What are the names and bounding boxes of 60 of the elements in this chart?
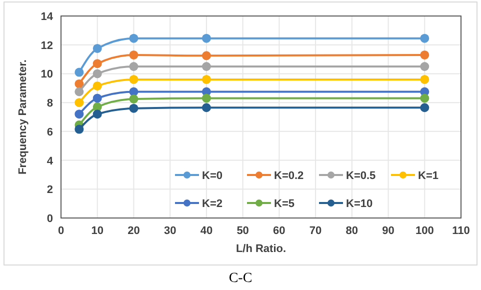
point (129, 50, 138, 60)
point (420, 50, 430, 60)
point (129, 62, 138, 71)
point (420, 34, 430, 43)
x-tick-label: 10 (91, 225, 104, 237)
y-tick-label: 0 (46, 213, 53, 225)
point (202, 62, 211, 71)
point (202, 34, 211, 43)
y-tick-label: 12 (40, 40, 53, 52)
y-tick-label: 8 (46, 98, 53, 110)
legend-label: K=2 (202, 198, 222, 210)
x-tick-label: 90 (382, 225, 394, 237)
point (74, 79, 84, 88)
x-tick-label: 70 (309, 225, 322, 237)
point (129, 34, 138, 43)
text: C-C (228, 271, 252, 286)
point (202, 103, 211, 112)
legend-label: K=0.2 (274, 170, 304, 182)
legend-label: K=5 (274, 198, 294, 210)
x-axis-title: L/h Ratio. (236, 243, 286, 255)
x-tick-label: 100 (415, 225, 434, 237)
point (202, 74, 211, 84)
point (202, 94, 211, 103)
y-tick-label: 6 (46, 126, 53, 138)
point (420, 62, 430, 71)
legend-label: K=1 (418, 170, 438, 182)
y-tick-label: 14 (40, 11, 54, 23)
point (129, 104, 138, 113)
y-tick-label: 10 (40, 68, 53, 81)
legend-label: K=0 (202, 170, 222, 182)
y-tick-label: 2 (46, 184, 53, 196)
point (92, 59, 102, 68)
point (92, 69, 102, 78)
x-tick-label: 20 (128, 225, 140, 237)
point (202, 51, 211, 60)
point (74, 68, 84, 77)
x-tick-label: 80 (346, 225, 358, 237)
point (92, 94, 102, 103)
point (92, 44, 102, 53)
y-axis-title: Frequency Parameter. (17, 60, 29, 174)
x-tick-label: 0 (58, 225, 64, 237)
point (92, 81, 102, 90)
point (129, 74, 138, 84)
point (129, 94, 138, 104)
point (420, 94, 430, 103)
x-tick-label: 50 (236, 225, 249, 237)
point (74, 87, 84, 96)
point (92, 110, 102, 119)
point (420, 103, 430, 112)
point (74, 124, 84, 134)
x-tick-label: 30 (164, 225, 176, 237)
legend-label: K=10 (346, 198, 373, 210)
point (74, 98, 84, 108)
legend-label: K=0.5 (346, 170, 376, 182)
x-tick-label: 60 (273, 225, 286, 237)
x-tick-label: 110 (452, 225, 470, 237)
point (74, 110, 84, 119)
x-tick-label: 40 (200, 225, 213, 237)
y-tick-label: 4 (46, 155, 54, 168)
point (420, 74, 430, 84)
